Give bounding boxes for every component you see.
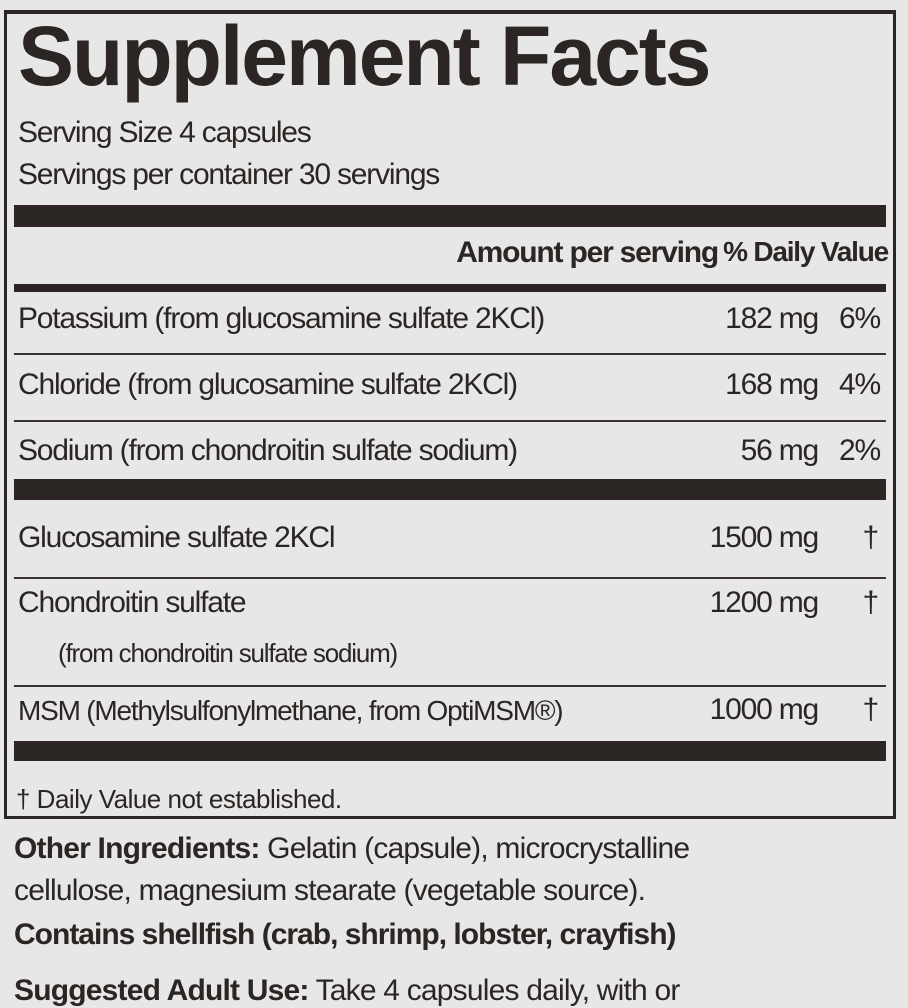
suggested-use-label: Suggested Adult Use: xyxy=(14,974,309,1007)
row-divider xyxy=(14,685,886,687)
header-daily-value: % Daily Value xyxy=(723,236,889,267)
panel-title: Supplement Facts xyxy=(18,9,711,103)
row-divider xyxy=(14,353,886,355)
allergen-statement: Contains shellfish (crab, shrimp, lobste… xyxy=(14,918,677,951)
thick-divider xyxy=(14,479,886,500)
other-ingredients-label: Other Ingredients: xyxy=(14,832,260,865)
other-ingredients: Other Ingredients: Gelatin (capsule), mi… xyxy=(14,832,690,866)
suggested-use: Suggested Adult Use: Take 4 capsules dai… xyxy=(14,974,680,1008)
row-subtext: (from chondroitin sulfate sodium) xyxy=(58,638,398,668)
serving-size: Serving Size 4 capsules xyxy=(18,116,312,149)
row-dv: 4% xyxy=(839,368,881,401)
row-divider xyxy=(14,420,886,422)
row-name: Glucosamine sulfate 2KCl xyxy=(18,521,336,554)
row-name: Chloride (from glucosamine sulfate 2KCl) xyxy=(18,368,518,401)
suggested-use-text: Take 4 capsules daily, with or xyxy=(308,974,681,1007)
row-dv: † xyxy=(862,586,880,619)
row-dv: 2% xyxy=(839,434,881,467)
row-name: MSM (Methylsulfonylmethane, from OptiMSM… xyxy=(18,695,564,726)
thick-divider xyxy=(14,205,886,227)
row-amount: 168 mg xyxy=(725,368,819,401)
other-ingredients-continued: cellulose, magnesium stearate (vegetable… xyxy=(14,874,646,907)
thick-divider xyxy=(14,741,886,761)
other-ingredients-text: Gelatin (capsule), microcrystalline xyxy=(259,832,690,865)
row-dv: † xyxy=(862,521,880,554)
supplement-facts-panel xyxy=(4,10,896,819)
row-amount: 1000 mg xyxy=(709,693,820,726)
divider xyxy=(14,284,886,292)
footnote: † Daily Value not established. xyxy=(16,784,342,814)
header-amount: Amount per serving xyxy=(456,236,719,269)
row-amount: 56 mg xyxy=(740,434,820,467)
row-name: Sodium (from chondroitin sulfate sodium) xyxy=(18,434,518,467)
row-dv: † xyxy=(862,693,880,726)
row-amount: 1200 mg xyxy=(709,586,820,619)
row-divider xyxy=(14,577,886,579)
row-amount: 182 mg xyxy=(725,302,819,335)
servings-per-container: Servings per container 30 servings xyxy=(18,158,440,191)
row-dv: 6% xyxy=(839,302,881,335)
row-name: Potassium (from glucosamine sulfate 2KCl… xyxy=(18,302,545,335)
row-name: Chondroitin sulfate xyxy=(18,586,247,619)
row-amount: 1500 mg xyxy=(709,521,820,554)
